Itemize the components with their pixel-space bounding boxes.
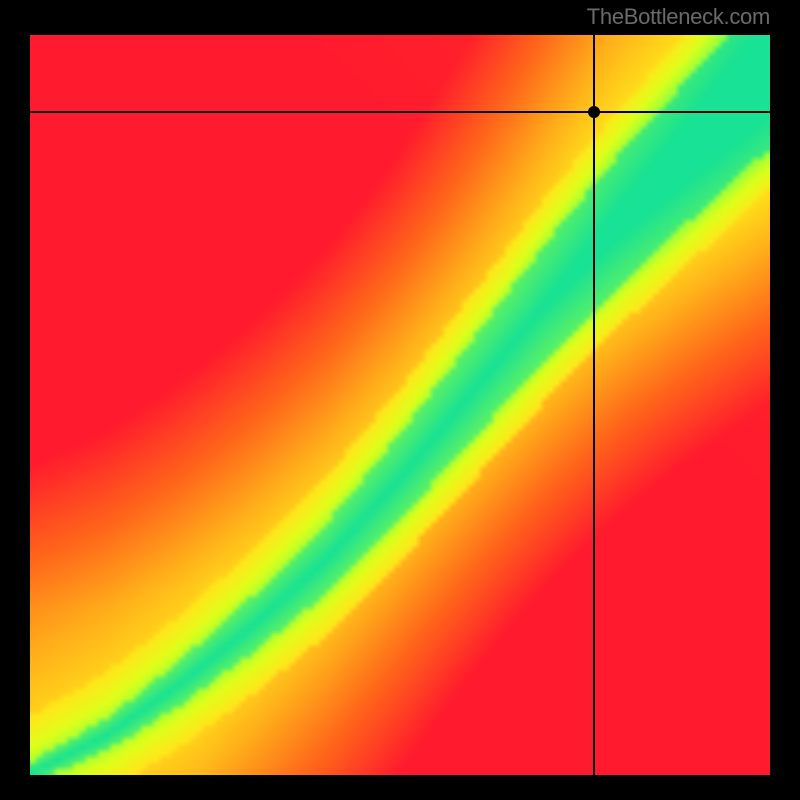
crosshair-marker <box>588 106 600 118</box>
crosshair-vertical <box>593 35 595 775</box>
bottleneck-heatmap-chart <box>30 35 770 775</box>
attribution-text: TheBottleneck.com <box>587 4 770 30</box>
crosshair-horizontal <box>30 111 770 113</box>
heatmap-canvas <box>30 35 770 775</box>
